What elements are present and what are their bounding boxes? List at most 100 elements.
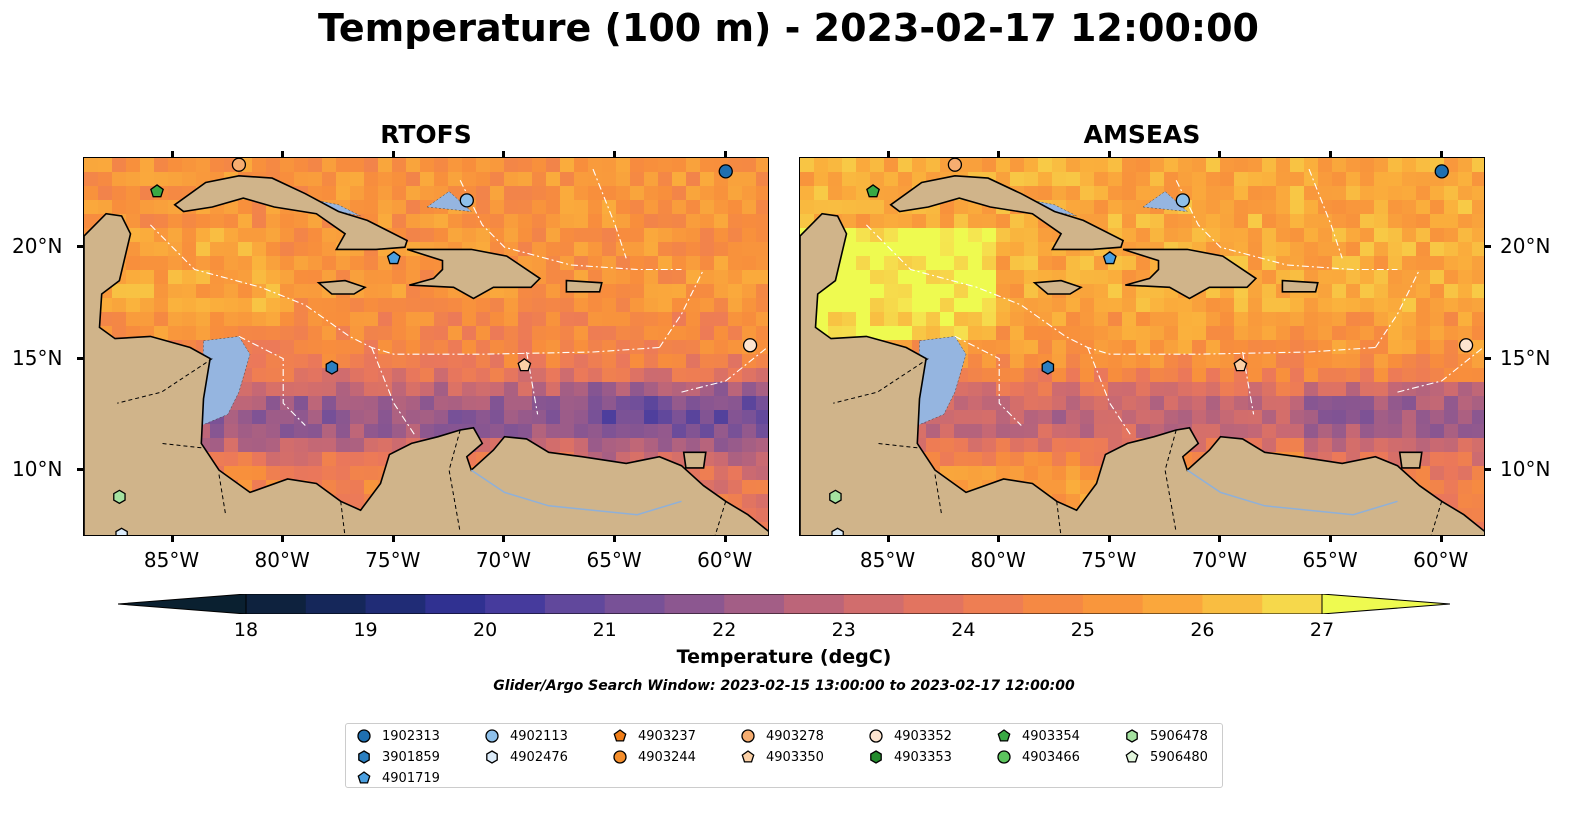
lon-tick-label: 70°W [1191, 548, 1248, 572]
panel-title-amseas: AMSEAS [1083, 120, 1201, 149]
figure-title: Temperature (100 m) - 2023-02-17 12:00:0… [317, 6, 1259, 50]
colorbar-bin [246, 594, 307, 614]
lon-tick-mark [1439, 536, 1443, 542]
lat-tick-label-left: 15°N [12, 345, 63, 370]
platform-marker-4903354[interactable] [150, 184, 164, 198]
platform-marker-4902476[interactable] [831, 527, 844, 536]
colorbar-bin [724, 594, 785, 614]
lon-tick-label: 65°W [586, 548, 642, 572]
colorbar-tick-label: 22 [712, 619, 737, 641]
panel-title-rtofs: RTOFS [380, 120, 472, 149]
colorbar-tick-label: 19 [353, 619, 378, 641]
lon-tick-mark [1107, 536, 1111, 542]
platform-marker-4903350[interactable] [1233, 358, 1248, 372]
legend-entry: 5906478 [1124, 726, 1208, 746]
colorbar-tick-label: 24 [951, 619, 976, 641]
colorbar-bin [963, 594, 1024, 614]
land-westmain [800, 212, 1484, 535]
platform-marker-4902113[interactable] [459, 193, 474, 208]
colorbar-tick-label: 26 [1190, 619, 1215, 641]
platform-marker-3901859[interactable] [1041, 360, 1055, 375]
legend-label: 4901719 [382, 770, 440, 786]
map-panel-rtofs[interactable] [83, 157, 769, 536]
pentagon-marker-icon [357, 771, 371, 784]
colorbar-extend-min [117, 593, 247, 615]
platform-marker-4902476[interactable] [115, 527, 128, 536]
lat-tick-label-right: 15°N [1500, 345, 1551, 370]
lon-tick-label: 85°W [859, 548, 916, 572]
legend: 1902313 3901859 4901719 4902113 4902476 49032… [345, 723, 1223, 788]
legend-entry: 4901719 [356, 768, 440, 788]
platform-marker-5906478[interactable] [113, 489, 126, 505]
legend-label: 4903244 [638, 749, 696, 765]
platform-marker-5906478[interactable] [829, 489, 842, 505]
lon-tick-mark [281, 151, 285, 157]
lon-tick-label: 60°W [697, 548, 753, 572]
legend-label: 5906478 [1150, 728, 1208, 744]
lon-tick-label: 65°W [1302, 548, 1358, 572]
lon-tick-mark [1107, 151, 1111, 157]
platform-marker-4901719[interactable] [386, 251, 401, 265]
platform-marker-4903350[interactable] [517, 358, 532, 372]
platform-marker-4903278[interactable] [231, 158, 247, 172]
map-canvas [84, 158, 768, 536]
legend-label: 4903350 [766, 749, 824, 765]
platform-marker-4903278[interactable] [947, 158, 963, 172]
lat-tick-label-right: 10°N [1500, 457, 1551, 482]
legend-label: 4903237 [638, 728, 696, 744]
hexagon-marker-icon [358, 750, 370, 764]
platform-marker-4903352[interactable] [1458, 338, 1474, 353]
colorbar-bin [604, 594, 665, 614]
legend-label: 3901859 [382, 749, 440, 765]
lon-tick-label: 80°W [254, 548, 310, 572]
platform-marker-3901859[interactable] [325, 360, 339, 375]
pentagon-marker-icon [613, 729, 627, 742]
lat-tick-mark [77, 245, 83, 249]
platform-marker-4901719[interactable] [1102, 251, 1117, 265]
colorbar-tick-label: 25 [1070, 619, 1095, 641]
colorbar-tick-label: 23 [831, 619, 856, 641]
legend-label: 4902113 [510, 728, 568, 744]
land-trinidad [1398, 451, 1423, 469]
colorbar-bin [903, 594, 964, 614]
map-panel-amseas[interactable] [799, 157, 1485, 536]
colorbar-bin [1262, 594, 1323, 614]
search-window-caption: Glider/Argo Search Window: 2023-02-15 13… [493, 678, 1075, 694]
legend-label: 5906480 [1150, 749, 1208, 765]
map-canvas [800, 158, 1484, 536]
platform-marker-4903354[interactable] [866, 184, 880, 198]
legend-label: 4903354 [1022, 728, 1080, 744]
lon-tick-mark [997, 151, 1001, 157]
colorbar [117, 593, 1451, 615]
colorbar-bin [1202, 594, 1263, 614]
pentagon-marker-icon [741, 750, 755, 763]
lon-tick-label: 80°W [970, 548, 1026, 572]
lat-tick-mark [1485, 356, 1491, 360]
lon-tick-mark [281, 536, 285, 542]
platform-marker-4903352[interactable] [742, 338, 758, 353]
colorbar-bin [1023, 594, 1084, 614]
lon-tick-mark [1329, 536, 1333, 542]
lat-tick-mark [1485, 245, 1491, 249]
legend-entry: 4903353 [868, 747, 952, 767]
platform-marker-1902313[interactable] [1434, 164, 1449, 179]
land-cuba [173, 174, 409, 251]
land-puertorico [1281, 279, 1319, 293]
colorbar-bin [425, 594, 486, 614]
legend-entry: 4903278 [740, 726, 824, 746]
lat-tick-mark [1485, 468, 1491, 472]
colorbar-tick-label: 27 [1309, 619, 1335, 641]
platform-marker-1902313[interactable] [718, 164, 733, 179]
legend-entry: 3901859 [356, 747, 440, 767]
lat-tick-mark [77, 468, 83, 472]
legend-entry: 4903350 [740, 747, 824, 767]
lon-tick-mark [997, 536, 1001, 542]
colorbar-bin [784, 594, 845, 614]
platform-marker-4902113[interactable] [1175, 193, 1190, 208]
colorbar-bin [365, 594, 426, 614]
lon-tick-label: 85°W [143, 548, 200, 572]
colorbar-bin [485, 594, 546, 614]
circle-marker-icon [485, 729, 499, 743]
lon-tick-mark [502, 151, 506, 157]
legend-label: 4903278 [766, 728, 824, 744]
